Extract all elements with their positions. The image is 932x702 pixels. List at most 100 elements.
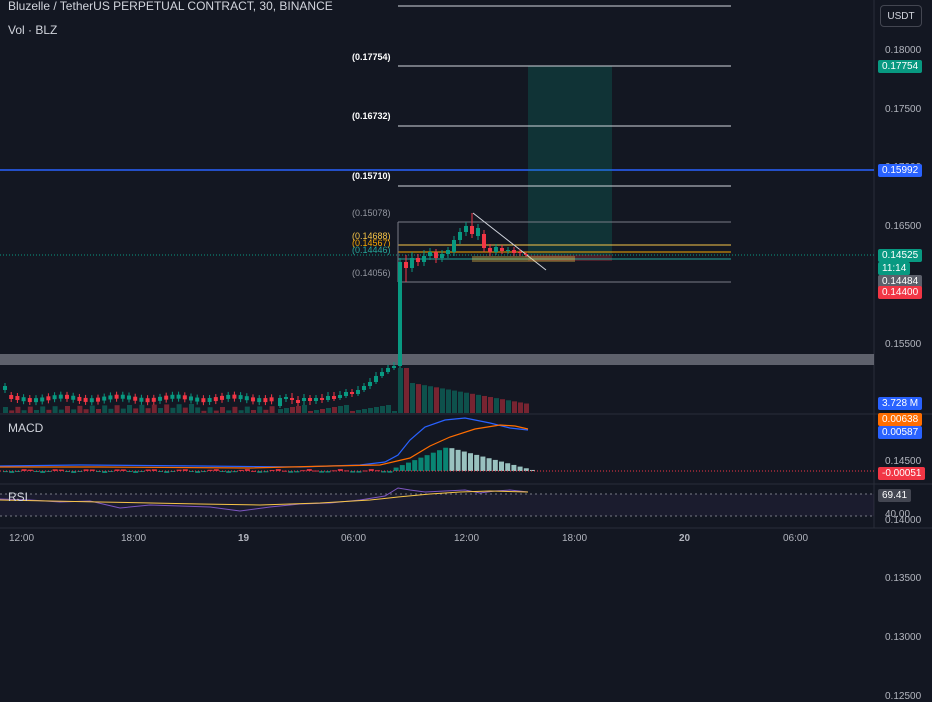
candle-body: [314, 398, 318, 401]
candle-body: [494, 247, 498, 252]
symbol-title[interactable]: Bluzelle / TetherUS PERPETUAL CONTRACT, …: [8, 0, 333, 13]
macd-histogram-bar: [176, 469, 182, 471]
candle-body: [139, 397, 144, 402]
candle-body: [350, 392, 354, 394]
volume-bar: [368, 408, 373, 413]
stop-badge: 0.14400: [878, 286, 923, 299]
candle-body: [182, 395, 187, 400]
macd-histogram-bar: [226, 471, 232, 473]
volume-bar: [251, 410, 256, 413]
candle-body: [170, 394, 175, 399]
macd-histogram-bar: [83, 469, 89, 471]
candle-body: [145, 398, 150, 403]
volume-bar: [386, 405, 391, 413]
volume-bar: [332, 407, 337, 413]
candle-body: [65, 394, 69, 399]
macd-histogram-bar: [213, 469, 219, 471]
candles: [3, 213, 528, 408]
candle-body: [344, 392, 348, 396]
volume-bar: [108, 408, 114, 413]
candle-body: [290, 398, 294, 400]
candle-body: [374, 376, 378, 382]
price-tick: 0.18000: [885, 45, 922, 56]
volume-bar: [34, 410, 39, 413]
fib-retracement[interactable]: [397, 5, 731, 283]
macd-histogram-bar: [505, 463, 511, 471]
fib-level-label: (0.14056): [352, 268, 391, 278]
volume-bar: [176, 404, 182, 413]
price-tick: 0.13000: [885, 632, 922, 643]
time-tick: 12:00: [454, 533, 480, 544]
macd-histogram-bar: [461, 451, 467, 471]
volume-bar: [380, 406, 385, 413]
macd-histogram-bar: [449, 448, 455, 471]
candle-body: [368, 382, 372, 386]
candle-body: [386, 368, 390, 372]
macd-histogram-bar: [468, 453, 473, 471]
candle-body: [226, 394, 231, 399]
candle-body: [238, 395, 243, 400]
candle-body: [446, 250, 450, 254]
candle-body: [470, 226, 474, 234]
candle-body: [133, 396, 138, 401]
price-tick: 0.17500: [885, 103, 922, 115]
candle-body: [263, 398, 268, 403]
candle-body: [83, 397, 88, 402]
volume-bar: [500, 399, 505, 413]
volume-bar: [71, 409, 77, 413]
macd-histogram-bar: [344, 470, 349, 472]
candle-body: [46, 396, 51, 401]
volume-bar: [356, 410, 361, 413]
volume-bar: [226, 410, 232, 413]
volume-bar: [458, 391, 463, 413]
candle-body: [207, 397, 212, 402]
macd-histogram-bar: [350, 471, 356, 473]
macd-histogram-bar: [294, 471, 300, 473]
macd-histogram-bar: [244, 469, 250, 471]
macd-histogram-bar: [455, 449, 461, 471]
macd-histogram-bar: [3, 471, 8, 473]
chart-canvas[interactable]: [0, 0, 932, 550]
volume-bar: [139, 404, 145, 413]
volume-bars: [3, 368, 529, 413]
candle-body: [71, 395, 76, 400]
candle-body: [9, 395, 14, 399]
candle-body: [108, 395, 113, 400]
macd-histogram-bar: [517, 466, 523, 471]
volume-legend[interactable]: Vol · BLZ: [8, 23, 58, 37]
currency-button[interactable]: USDT: [880, 5, 922, 27]
candle-body: [458, 232, 462, 240]
volume-bar: [133, 408, 139, 413]
candle-body: [102, 396, 107, 401]
volume-bar: [446, 389, 451, 413]
candle-body: [77, 396, 82, 401]
rsi-legend[interactable]: RSI: [8, 490, 29, 504]
candle-body: [416, 258, 420, 262]
volume-badge: 3.728 M: [878, 397, 923, 410]
macd-histogram-bar: [9, 471, 15, 473]
volume-bar: [326, 408, 331, 413]
price-tick: 0.12500: [885, 690, 922, 702]
candle-body: [278, 398, 282, 406]
candle-body: [512, 250, 516, 253]
macd-histogram-bar: [269, 470, 275, 472]
candle-body: [404, 262, 408, 268]
volume-bar: [302, 405, 307, 413]
candle-body: [488, 248, 492, 252]
macd-histogram-bar: [15, 471, 21, 472]
volume-bar: [362, 409, 367, 413]
volume-bar: [482, 395, 487, 413]
candle-body: [96, 397, 100, 402]
support-zone: [0, 354, 874, 365]
macd-histogram-bar: [207, 469, 213, 471]
volume-bar: [296, 406, 301, 413]
volume-bar: [151, 404, 157, 413]
volume-bar: [440, 388, 445, 413]
volume-bar: [308, 411, 313, 413]
macd-histogram-bar: [21, 469, 27, 471]
time-tick: 19: [238, 533, 250, 544]
macd-legend[interactable]: MACD: [8, 421, 44, 435]
candle-body: [320, 398, 324, 400]
signal-line: [0, 424, 529, 469]
macd-histogram-badge: -0.00051: [878, 467, 926, 480]
